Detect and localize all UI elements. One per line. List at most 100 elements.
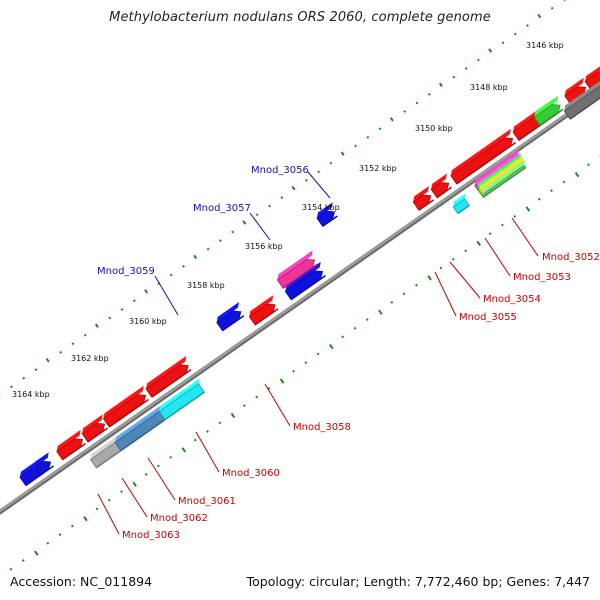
- outer-tick: [22, 376, 26, 380]
- outer-tick: [255, 213, 259, 217]
- outer-tick: [10, 385, 13, 389]
- gene-feature[interactable]: [411, 186, 437, 211]
- gene-feature[interactable]: [451, 193, 473, 215]
- gene-label-mnod-3060[interactable]: Mnod_3060: [222, 468, 280, 479]
- inner-tick: [316, 352, 320, 356]
- gene-top-face: [56, 429, 81, 452]
- gene-labels[interactable]: Mnod_3056 Mnod_3057 Mnod_3059 Mnod_3052 Mnod…: [97, 165, 600, 541]
- gene-body: [248, 303, 276, 326]
- outer-tick: [291, 185, 296, 191]
- backbone-shadow: [0, 92, 600, 515]
- gene-feature[interactable]: [144, 355, 195, 398]
- gene-top-face: [115, 405, 161, 443]
- gene-body: [563, 79, 600, 120]
- gene-feature[interactable]: [429, 173, 455, 199]
- inner-tick: [329, 344, 334, 350]
- outer-tick: [317, 170, 321, 174]
- gene-label-mnod-3056[interactable]: Mnod_3056: [251, 165, 309, 176]
- gene-edge: [539, 108, 564, 127]
- gene-feature[interactable]: [88, 436, 124, 469]
- gene-feature[interactable]: [315, 202, 341, 227]
- gene-top-face: [450, 128, 511, 176]
- gene-top-face: [564, 70, 600, 111]
- gene-stripe-segment[interactable]: [479, 159, 529, 198]
- gene-top-face: [413, 186, 429, 203]
- gene-edge: [120, 419, 166, 452]
- scale-label-kbp: 3164 kbp: [12, 390, 50, 399]
- inner-tick: [415, 283, 418, 287]
- gene-feature[interactable]: [275, 250, 321, 289]
- gene-feature[interactable]: [449, 128, 519, 185]
- scale-label-kbp: 3148 kbp: [470, 83, 508, 92]
- leader-line: [249, 212, 271, 241]
- gene-edge: [456, 141, 516, 185]
- gene-feature[interactable]: [80, 414, 111, 443]
- accession-text: Accession: NC_011894: [10, 574, 153, 589]
- gene-top-face: [534, 95, 559, 118]
- scale-label-kbp: 3156 kbp: [245, 242, 283, 251]
- leader-line: [147, 457, 176, 501]
- outer-tick: [439, 82, 443, 88]
- gene-feature[interactable]: [214, 302, 247, 332]
- gene-label-mnod-3053[interactable]: Mnod_3053: [513, 272, 571, 283]
- inner-tick: [21, 559, 25, 562]
- gene-edge: [418, 199, 435, 211]
- leader-line: [97, 493, 120, 535]
- outer-tick: [464, 67, 468, 70]
- gene-label-mnod-3054[interactable]: Mnod_3054: [483, 294, 541, 305]
- leader-line: [511, 217, 539, 257]
- scale-label-kbp: 3158 kbp: [187, 281, 225, 290]
- gene-top-face: [453, 193, 466, 207]
- gene-label-mnod-3059[interactable]: Mnod_3059: [97, 266, 155, 277]
- gene-edge: [39, 465, 54, 476]
- outer-tick: [501, 41, 505, 45]
- leader-line: [449, 261, 481, 299]
- gene-feature[interactable]: [54, 429, 88, 461]
- outer-tick: [550, 6, 554, 10]
- gene-label-mnod-3063[interactable]: Mnod_3063: [122, 530, 180, 541]
- gene-label-mnod-3055[interactable]: Mnod_3055: [459, 312, 517, 323]
- gene-label-mnod-3052[interactable]: Mnod_3052: [542, 252, 600, 263]
- gene-body: [412, 194, 432, 211]
- outer-tick: [34, 368, 38, 371]
- gene-label-mnod-3061[interactable]: Mnod_3061: [178, 496, 236, 507]
- gene-edge: [87, 427, 108, 443]
- scale-labels: 3146 kbp 3148 kbp 3150 kbp 3152 kbp 3154 kbp…: [12, 41, 564, 399]
- gene-edge: [151, 369, 192, 398]
- gene-body: [81, 422, 106, 443]
- gene-edge: [164, 391, 205, 421]
- gene-feature[interactable]: [532, 95, 566, 127]
- gene-feature[interactable]: [562, 70, 600, 120]
- scale-label-kbp: 3160 kbp: [129, 317, 167, 326]
- outer-tick: [329, 161, 333, 165]
- gene-feature[interactable]: [247, 295, 281, 326]
- outer-tick: [182, 264, 185, 268]
- gene-feature[interactable]: [101, 385, 152, 428]
- gene-label-mnod-3058[interactable]: Mnod_3058: [293, 422, 351, 433]
- gene-body: [102, 394, 147, 428]
- gene-label-mnod-3057[interactable]: Mnod_3057: [193, 203, 251, 214]
- inner-tick: [390, 301, 394, 304]
- gene-edge: [482, 166, 527, 198]
- inner-tick: [9, 567, 13, 571]
- gene-edge: [222, 315, 245, 332]
- gene-body: [158, 383, 205, 421]
- outer-tick: [354, 144, 357, 148]
- gene-feature[interactable]: [32, 452, 56, 476]
- inner-tick: [501, 223, 504, 227]
- gene-body: [430, 182, 450, 199]
- outer-tick: [537, 13, 542, 19]
- leader-line: [434, 271, 457, 317]
- gene-feature[interactable]: [157, 378, 208, 421]
- inner-tick: [341, 335, 345, 339]
- inner-tick: [193, 438, 197, 442]
- outer-tick: [513, 32, 517, 36]
- outer-tick: [242, 220, 247, 225]
- backbone-line: [0, 88, 600, 516]
- gene-feature[interactable]: [283, 261, 329, 301]
- inner-tick: [304, 361, 308, 365]
- gene-body: [276, 258, 316, 289]
- outer-tick: [218, 239, 222, 242]
- gene-label-mnod-3062[interactable]: Mnod_3062: [150, 513, 208, 524]
- gene-top-face: [431, 173, 447, 190]
